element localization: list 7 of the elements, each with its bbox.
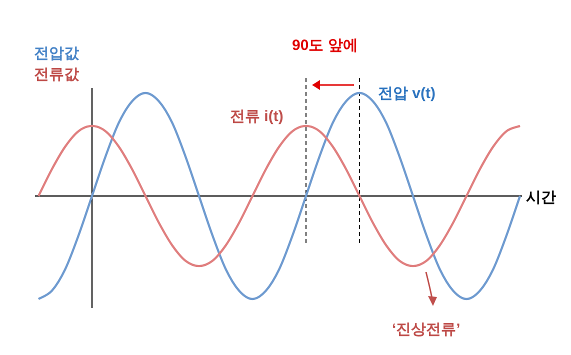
text: 90도 앞에 xyxy=(292,37,358,54)
text: 전류값 xyxy=(34,66,80,83)
text: ‘진상전류’ xyxy=(392,321,460,338)
text: 전압값 xyxy=(34,45,80,62)
x-axis-title: 시간 xyxy=(526,189,556,206)
series-label: 전류 i(t) xyxy=(230,108,284,125)
series-label: 전압 v(t) xyxy=(378,85,436,102)
